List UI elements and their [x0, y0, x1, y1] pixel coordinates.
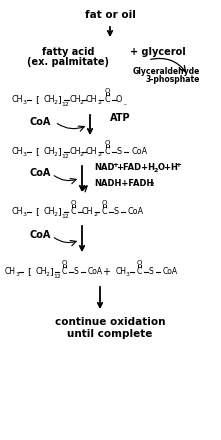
- Text: ]: ]: [57, 147, 61, 157]
- Text: +FAD+H: +FAD+H: [116, 164, 155, 172]
- Text: 3: 3: [23, 212, 27, 216]
- Text: CoA: CoA: [128, 208, 144, 216]
- Text: continue oxidation: continue oxidation: [55, 317, 165, 327]
- Text: 12: 12: [61, 154, 69, 158]
- Text: O+H: O+H: [158, 164, 179, 172]
- Text: C: C: [101, 208, 107, 216]
- Text: ATP: ATP: [110, 113, 131, 123]
- Text: O: O: [61, 260, 67, 266]
- Text: 2: 2: [149, 183, 153, 187]
- Text: CoA: CoA: [163, 268, 178, 276]
- Text: CH: CH: [12, 147, 23, 157]
- Text: CH: CH: [44, 95, 55, 104]
- Text: CH: CH: [36, 268, 48, 276]
- Text: S: S: [149, 268, 153, 276]
- Text: ]: ]: [57, 95, 61, 104]
- Text: C: C: [70, 208, 76, 216]
- Text: 2: 2: [97, 151, 101, 157]
- Text: [: [: [35, 147, 39, 157]
- Text: [: [: [27, 268, 31, 276]
- Text: C: C: [104, 95, 110, 104]
- Text: until complete: until complete: [67, 329, 153, 339]
- Text: 2: 2: [53, 212, 57, 216]
- Text: 12: 12: [61, 102, 69, 106]
- Text: CH: CH: [86, 95, 97, 104]
- Text: S: S: [113, 208, 118, 216]
- Text: CH: CH: [69, 147, 80, 157]
- Text: fatty acid: fatty acid: [42, 47, 94, 57]
- Text: +: +: [175, 162, 181, 168]
- Text: 3: 3: [23, 99, 27, 104]
- Text: [: [: [35, 95, 39, 104]
- Text: CH: CH: [12, 95, 23, 104]
- Text: CoA: CoA: [30, 168, 51, 178]
- Text: O: O: [101, 200, 107, 206]
- Text: S: S: [116, 147, 122, 157]
- Text: + glycerol: + glycerol: [130, 47, 186, 57]
- Text: +: +: [112, 162, 118, 168]
- Text: 2: 2: [53, 99, 57, 104]
- Text: 2: 2: [80, 99, 84, 104]
- Text: CH: CH: [12, 208, 23, 216]
- Text: O: O: [104, 88, 110, 94]
- Text: CoA: CoA: [88, 268, 103, 276]
- Text: ]: ]: [57, 208, 61, 216]
- Text: -: -: [124, 101, 126, 107]
- Text: 3: 3: [126, 271, 130, 276]
- Text: CH: CH: [69, 95, 80, 104]
- Text: CoA: CoA: [131, 147, 147, 157]
- Text: NADH+FADH: NADH+FADH: [94, 179, 153, 187]
- Text: 3-phosphate: 3-phosphate: [146, 76, 200, 84]
- Text: CH: CH: [116, 268, 127, 276]
- Text: CH: CH: [44, 147, 55, 157]
- Text: 2: 2: [93, 212, 97, 216]
- Text: 2: 2: [97, 99, 101, 104]
- Text: CoA: CoA: [30, 117, 51, 127]
- Text: CH: CH: [5, 268, 16, 276]
- Text: CH: CH: [86, 147, 97, 157]
- Text: C: C: [136, 268, 142, 276]
- Text: CH: CH: [82, 208, 93, 216]
- Text: O: O: [104, 140, 110, 146]
- Text: 12: 12: [53, 274, 61, 279]
- Text: Glyceraldehyde: Glyceraldehyde: [133, 67, 200, 77]
- Text: 2: 2: [45, 271, 49, 276]
- Text: (ex. palmitate): (ex. palmitate): [27, 57, 109, 67]
- Text: 3: 3: [15, 271, 19, 276]
- Text: ]: ]: [49, 268, 53, 276]
- Text: S: S: [74, 268, 78, 276]
- Text: CH: CH: [44, 208, 55, 216]
- Text: 2: 2: [80, 151, 84, 157]
- Text: 2: 2: [154, 168, 158, 172]
- Text: +: +: [102, 267, 110, 277]
- Text: 12: 12: [61, 213, 69, 219]
- Text: O: O: [116, 95, 122, 104]
- Text: NAD: NAD: [94, 164, 114, 172]
- Text: O: O: [70, 200, 76, 206]
- Text: [: [: [35, 208, 39, 216]
- Text: O: O: [136, 260, 142, 266]
- Text: C: C: [61, 268, 67, 276]
- Text: C: C: [104, 147, 110, 157]
- Text: 2: 2: [53, 151, 57, 157]
- Text: fat or oil: fat or oil: [85, 10, 135, 20]
- Text: 3: 3: [23, 151, 27, 157]
- Text: CoA: CoA: [30, 230, 51, 240]
